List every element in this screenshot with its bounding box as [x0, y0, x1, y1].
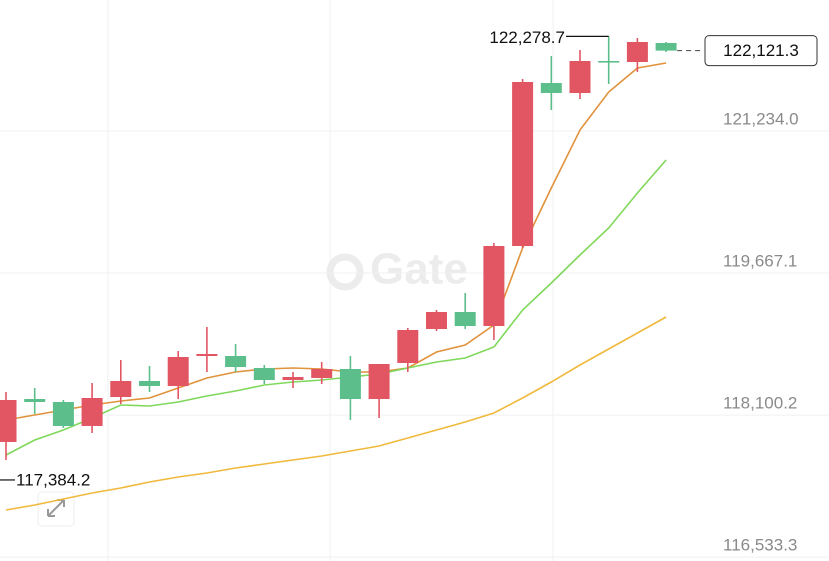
- candle-body: [52, 401, 74, 426]
- moving-average-line: [5, 316, 667, 511]
- candle-body: [0, 400, 17, 442]
- y-tick-label: 121,234.0: [723, 110, 799, 129]
- candle-body: [282, 377, 304, 381]
- candle-body: [24, 398, 46, 402]
- candle-body: [626, 41, 648, 63]
- candle-body: [339, 369, 361, 399]
- moving-average-line: [5, 159, 667, 456]
- candle-body: [253, 368, 275, 381]
- low-marker-label: 117,384.2: [16, 470, 90, 489]
- expand-button[interactable]: [37, 491, 75, 527]
- candle-body: [655, 43, 677, 51]
- candle-body: [167, 357, 189, 387]
- y-tick-label: 116,533.3: [723, 536, 797, 555]
- watermark: Gate: [326, 245, 468, 294]
- moving-average-line: [5, 62, 667, 421]
- candle-body: [512, 82, 534, 247]
- candle-body: [110, 380, 132, 398]
- high-marker-label: 122,278.7: [489, 28, 565, 47]
- candle-body: [311, 369, 333, 378]
- candle-body: [368, 364, 390, 399]
- last-price-label: 122,121.3: [723, 41, 799, 60]
- candle-body: [483, 246, 505, 327]
- watermark-logo: [326, 253, 364, 291]
- candle-body: [426, 312, 447, 330]
- y-tick-label: 118,100.2: [723, 394, 797, 413]
- candle-body: [81, 398, 103, 426]
- candle-body: [598, 61, 620, 63]
- candle-body: [397, 330, 419, 364]
- y-tick-label: 119,667.1: [723, 252, 797, 271]
- candle-body: [225, 356, 247, 368]
- candle-body: [454, 312, 476, 327]
- candle-body: [569, 61, 591, 94]
- candle-body: [139, 380, 160, 387]
- candle-body: [196, 354, 218, 357]
- watermark-text: Gate: [370, 245, 468, 294]
- last-price-box: [704, 35, 818, 67]
- expand-icon: [47, 499, 65, 517]
- candle-body: [540, 82, 562, 94]
